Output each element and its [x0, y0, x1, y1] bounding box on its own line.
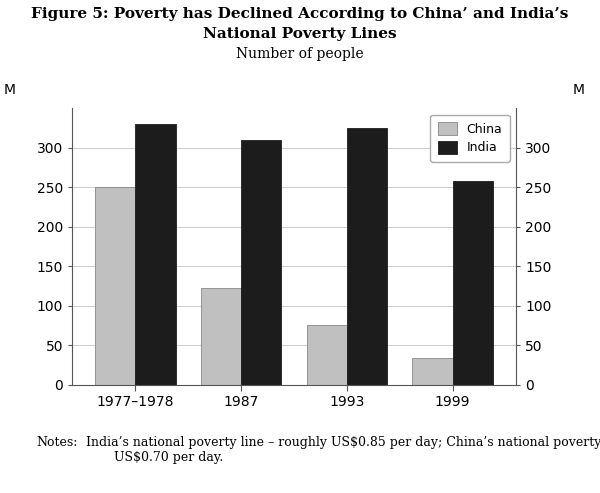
Text: M: M	[573, 83, 585, 98]
Legend: China, India: China, India	[430, 115, 510, 162]
Bar	[201, 288, 241, 385]
Bar	[136, 124, 176, 385]
Bar	[241, 140, 281, 385]
Bar	[412, 358, 452, 385]
Bar	[452, 181, 493, 385]
Text: National Poverty Lines: National Poverty Lines	[203, 27, 397, 41]
Bar	[95, 187, 136, 385]
Text: M: M	[3, 83, 15, 98]
Text: Figure 5: Poverty has Declined According to China’ and India’s: Figure 5: Poverty has Declined According…	[31, 7, 569, 21]
Bar	[347, 128, 387, 385]
Text: Number of people: Number of people	[236, 47, 364, 61]
Text: Notes:: Notes:	[36, 436, 77, 449]
Text: India’s national poverty line – roughly US$0.85 per day; China’s national povert: India’s national poverty line – roughly …	[78, 436, 600, 464]
Bar	[307, 325, 347, 385]
